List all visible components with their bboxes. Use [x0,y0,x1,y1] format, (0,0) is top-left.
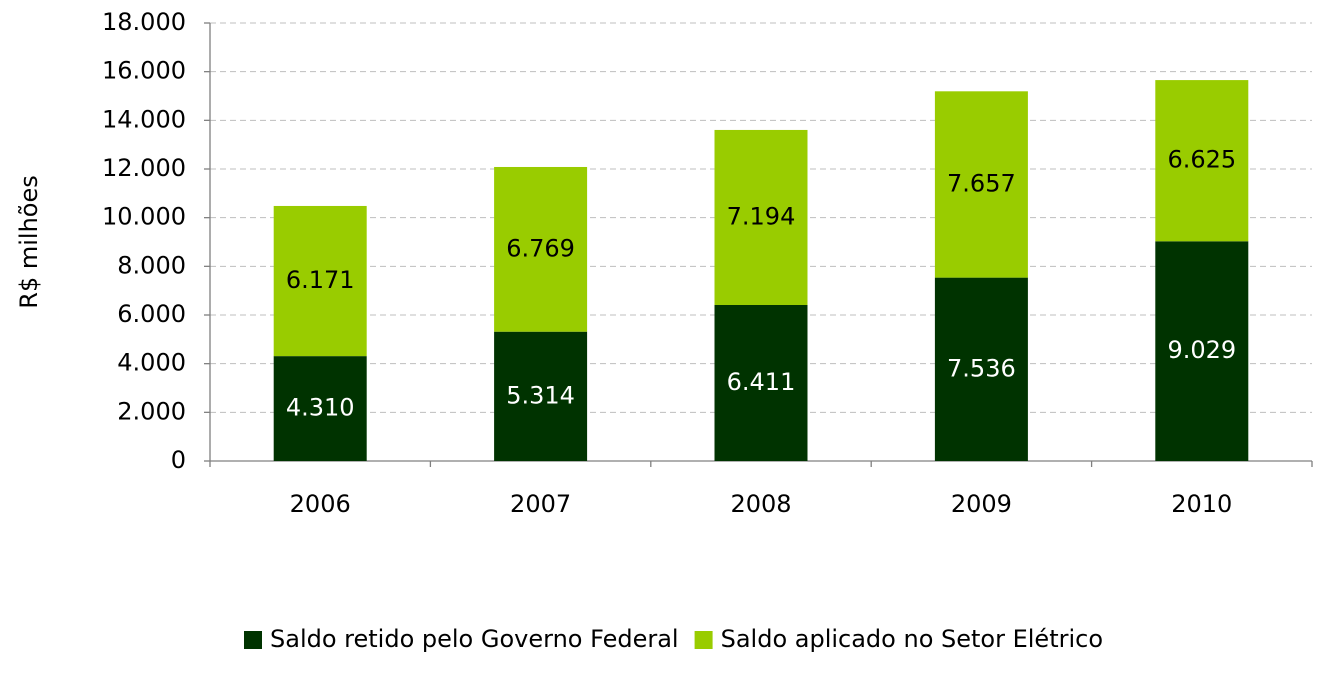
bar-segment [1155,80,1249,242]
data-label: 4.310 [286,394,355,422]
y-axis-title: R$ milhões [15,175,43,308]
bar-segment [273,205,367,357]
data-label: 6.171 [286,266,355,294]
bar-segment [714,304,808,461]
x-tick-label: 2007 [510,490,571,518]
data-label: 7.536 [947,354,1016,382]
legend-swatch [694,631,713,649]
legend-swatch [244,631,262,649]
y-tick-label: 6.000 [117,300,186,328]
legend-label: Saldo aplicado no Setor Elétrico [721,625,1103,653]
y-tick-label: 0 [171,446,186,474]
y-tick-label: 16.000 [102,57,186,85]
data-label: 6.625 [1167,146,1236,174]
x-tick-label: 2010 [1171,490,1232,518]
y-tick-label: 10.000 [102,203,186,231]
x-tick-label: 2009 [951,490,1012,518]
y-tick-label: 12.000 [102,154,186,182]
x-tick-label: 2006 [290,490,351,518]
bar-segment [714,129,808,305]
y-tick-label: 8.000 [117,251,186,279]
data-label: 9.029 [1167,336,1236,364]
y-tick-label: 2.000 [117,397,186,425]
y-tick-label: 14.000 [102,105,186,133]
bar-segment [494,331,588,461]
y-tick-label: 4.000 [117,349,186,377]
bar-segment [1155,241,1249,461]
data-label: 7.194 [727,202,796,230]
data-label: 6.411 [727,368,796,396]
data-label: 7.657 [947,169,1016,197]
bar-segment [934,277,1028,461]
y-tick-label: 18.000 [102,8,186,36]
x-tick-label: 2008 [730,490,791,518]
legend-label: Saldo retido pelo Governo Federal [270,625,679,653]
bar-segment [494,166,588,332]
bar-segment [934,91,1028,278]
bar-segment [273,356,367,461]
data-label: 6.769 [506,234,575,262]
data-label: 5.314 [506,381,575,409]
